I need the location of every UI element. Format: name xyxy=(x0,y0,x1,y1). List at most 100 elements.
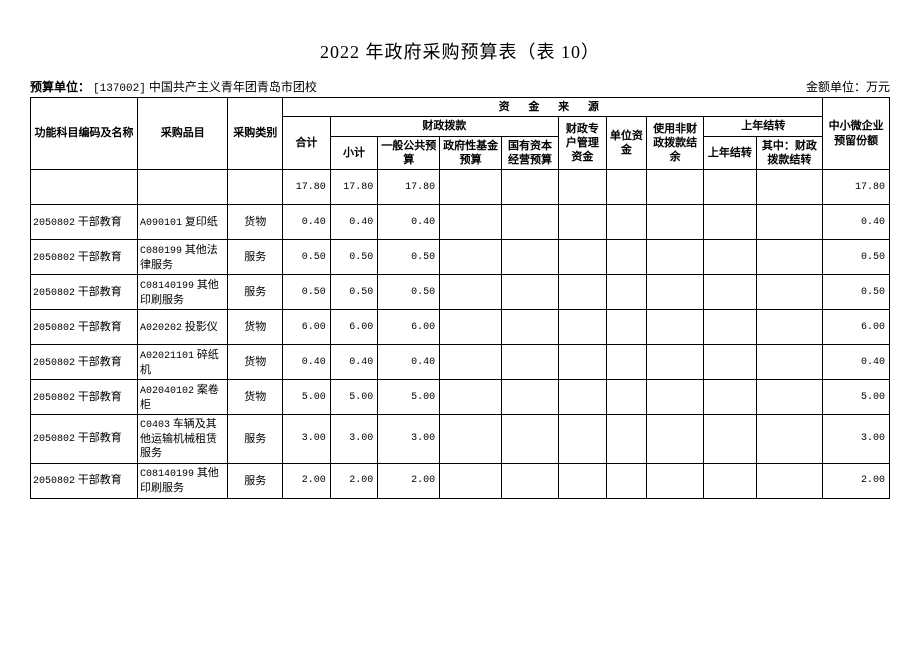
cell-item: C08140199 其他印刷服务 xyxy=(138,463,228,498)
header-row: 预算单位： [137002] 中国共产主义青年团青岛市团校 金额单位：万元 xyxy=(30,78,890,95)
table-header: 功能科目编码及名称 采购品目 采购类别 资 金 来 源 中小微企业预留份额 合计… xyxy=(31,98,890,170)
budget-unit: 预算单位： [137002] 中国共产主义青年团青岛市团校 xyxy=(30,78,317,95)
cell-subtotal: 0.40 xyxy=(330,205,378,240)
table-row: 2050802 干部教育A02040102 案卷柜货物5.005.005.005… xyxy=(31,380,890,415)
th-cat: 采购类别 xyxy=(228,98,283,170)
th-general-public: 一般公共预算 xyxy=(378,136,440,170)
cell-cat: 服务 xyxy=(228,463,283,498)
cell-gp: 0.40 xyxy=(378,205,440,240)
th-state-capital: 国有资本经营预算 xyxy=(502,136,559,170)
cell-empty xyxy=(502,275,559,310)
cell-func: 2050802 干部教育 xyxy=(31,310,138,345)
th-fiscal-alloc: 财政拨款 xyxy=(330,117,558,136)
cell-empty xyxy=(502,415,559,464)
th-fund-source: 资 金 来 源 xyxy=(283,98,823,117)
cell-func: 2050802 干部教育 xyxy=(31,415,138,464)
cell-empty xyxy=(756,275,823,310)
cell-empty xyxy=(606,240,646,275)
cell-total: 0.40 xyxy=(283,345,331,380)
cell-empty xyxy=(704,240,756,275)
cell-empty xyxy=(606,275,646,310)
cell-empty xyxy=(559,463,607,498)
th-fiscal-special: 财政专户管理资金 xyxy=(559,117,607,170)
cell-cat: 货物 xyxy=(228,345,283,380)
cell-cat: 货物 xyxy=(228,205,283,240)
th-carryover-sub: 上年结转 xyxy=(704,136,756,170)
cell-empty xyxy=(559,170,607,205)
table-row: 2050802 干部教育A02021101 碎纸机货物0.400.400.400… xyxy=(31,345,890,380)
cell-sme: 6.00 xyxy=(823,310,890,345)
cell-total: 0.40 xyxy=(283,205,331,240)
cell-empty xyxy=(440,463,502,498)
cell-cat: 货物 xyxy=(228,310,283,345)
cell-subtotal: 3.00 xyxy=(330,415,378,464)
page-title: 2022 年政府采购预算表（表 10） xyxy=(30,38,890,64)
cell-subtotal: 0.50 xyxy=(330,275,378,310)
cell-empty xyxy=(502,205,559,240)
cell-empty xyxy=(704,310,756,345)
cell-func: 2050802 干部教育 xyxy=(31,240,138,275)
cell-empty xyxy=(502,380,559,415)
cell-empty xyxy=(606,463,646,498)
cell-empty xyxy=(559,240,607,275)
cell-subtotal: 0.40 xyxy=(330,345,378,380)
cell-total: 0.50 xyxy=(283,275,331,310)
th-total: 合计 xyxy=(283,117,331,170)
cell-cat: 服务 xyxy=(228,415,283,464)
cell-total: 6.00 xyxy=(283,310,331,345)
cell-func: 2050802 干部教育 xyxy=(31,205,138,240)
th-carryover-fiscal: 其中：财政拨款结转 xyxy=(756,136,823,170)
cell-item: A02021101 碎纸机 xyxy=(138,345,228,380)
cell-empty xyxy=(440,345,502,380)
cell-sme: 3.00 xyxy=(823,415,890,464)
cell-empty xyxy=(559,205,607,240)
cell-empty xyxy=(756,415,823,464)
cell-empty xyxy=(647,415,704,464)
cell-empty xyxy=(559,415,607,464)
cell-total: 5.00 xyxy=(283,380,331,415)
cell-empty xyxy=(647,275,704,310)
cell-empty xyxy=(31,170,138,205)
cell-empty xyxy=(502,310,559,345)
cell-total: 3.00 xyxy=(283,415,331,464)
cell-item: A02040102 案卷柜 xyxy=(138,380,228,415)
table-row: 2050802 干部教育C0403 车辆及其他运输机械租赁服务服务3.003.0… xyxy=(31,415,890,464)
cell-empty xyxy=(228,170,283,205)
cell-subtotal: 2.00 xyxy=(330,463,378,498)
cell-sme: 5.00 xyxy=(823,380,890,415)
cell-sme: 0.40 xyxy=(823,205,890,240)
th-nonfiscal: 使用非财政拨款结余 xyxy=(647,117,704,170)
cell-empty xyxy=(606,380,646,415)
cell-empty xyxy=(704,345,756,380)
cell-empty xyxy=(756,205,823,240)
cell-empty xyxy=(647,345,704,380)
cell-gp: 6.00 xyxy=(378,310,440,345)
cell-item: C0403 车辆及其他运输机械租赁服务 xyxy=(138,415,228,464)
cell-empty xyxy=(440,205,502,240)
cell-cat: 服务 xyxy=(228,275,283,310)
cell-total: 17.80 xyxy=(283,170,331,205)
cell-subtotal: 5.00 xyxy=(330,380,378,415)
cell-empty xyxy=(606,415,646,464)
cell-sme: 0.50 xyxy=(823,275,890,310)
amount-unit: 金额单位：万元 xyxy=(806,78,890,95)
cell-empty xyxy=(756,463,823,498)
cell-gp: 5.00 xyxy=(378,380,440,415)
cell-empty xyxy=(606,345,646,380)
cell-empty xyxy=(502,345,559,380)
cell-empty xyxy=(440,240,502,275)
cell-empty xyxy=(704,380,756,415)
cell-empty xyxy=(138,170,228,205)
cell-subtotal: 0.50 xyxy=(330,240,378,275)
cell-subtotal: 6.00 xyxy=(330,310,378,345)
cell-empty xyxy=(440,275,502,310)
cell-empty xyxy=(502,463,559,498)
cell-empty xyxy=(559,380,607,415)
cell-subtotal: 17.80 xyxy=(330,170,378,205)
table-row: 2050802 干部教育C08140199 其他印刷服务服务0.500.500.… xyxy=(31,275,890,310)
cell-func: 2050802 干部教育 xyxy=(31,463,138,498)
cell-empty xyxy=(606,310,646,345)
cell-total: 0.50 xyxy=(283,240,331,275)
cell-empty xyxy=(440,310,502,345)
cell-empty xyxy=(440,380,502,415)
